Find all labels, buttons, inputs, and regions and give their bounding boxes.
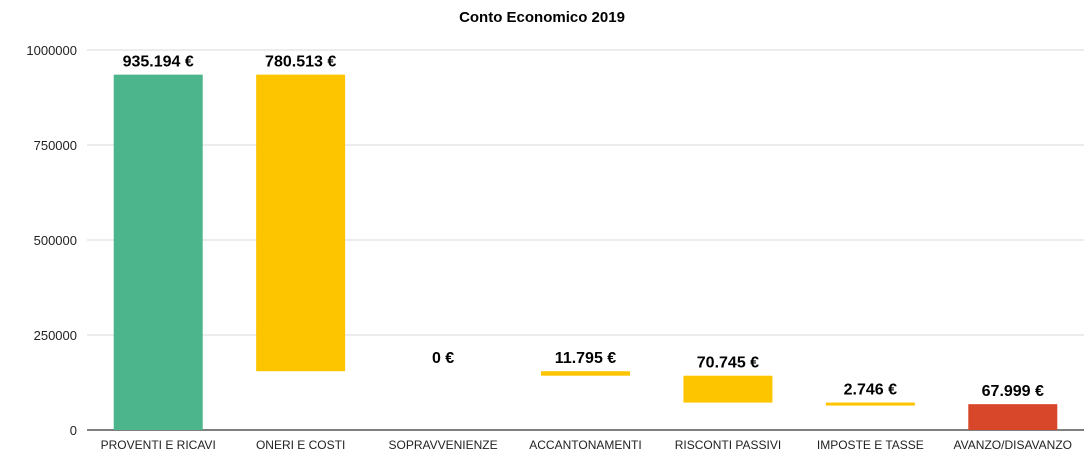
chart-title: Conto Economico 2019 bbox=[459, 9, 625, 26]
data-labels: 935.194 € 780.513 € 0 € 11.795 € 70.745 € 2.7… bbox=[123, 54, 1044, 401]
data-label: 11.795 € bbox=[555, 350, 617, 367]
data-label: 780.513 € bbox=[265, 54, 336, 71]
x-tick-label: RISCONTI PASSIVI bbox=[675, 438, 781, 451]
bar bbox=[825, 402, 915, 406]
y-tick-label: 500000 bbox=[34, 233, 77, 248]
bar bbox=[113, 74, 203, 430]
data-label: 70.745 € bbox=[697, 355, 759, 372]
y-tick-label: 1000000 bbox=[26, 43, 77, 58]
x-tick-label: ACCANTONAMENTI bbox=[529, 438, 641, 451]
gridlines bbox=[87, 49, 1084, 431]
y-tick-label: 750000 bbox=[34, 138, 77, 153]
x-tick-label: ONERI E COSTI bbox=[256, 438, 345, 451]
data-label: 2.746 € bbox=[844, 382, 897, 399]
x-tick-label: PROVENTI E RICAVI bbox=[101, 438, 216, 451]
bars bbox=[113, 74, 1058, 430]
x-tick-label: IMPOSTE E TASSE bbox=[817, 438, 924, 451]
data-label: 67.999 € bbox=[982, 383, 1044, 400]
bar bbox=[256, 74, 346, 372]
x-axis-tick-labels: PROVENTI E RICAVI ONERI E COSTI SOPRAVVENI… bbox=[101, 438, 1072, 451]
y-axis-tick-labels: 0 250000 500000 750000 1000000 bbox=[26, 43, 77, 438]
y-tick-label: 0 bbox=[70, 423, 77, 438]
data-label: 935.194 € bbox=[123, 54, 194, 71]
y-tick-label: 250000 bbox=[34, 328, 77, 343]
x-tick-label: SOPRAVVENIENZE bbox=[389, 438, 498, 451]
bar bbox=[541, 371, 630, 376]
bar bbox=[968, 404, 1058, 430]
x-tick-label: AVANZO/DISAVANZO bbox=[954, 438, 1072, 451]
data-label: 0 € bbox=[432, 350, 454, 367]
bar bbox=[683, 375, 773, 403]
